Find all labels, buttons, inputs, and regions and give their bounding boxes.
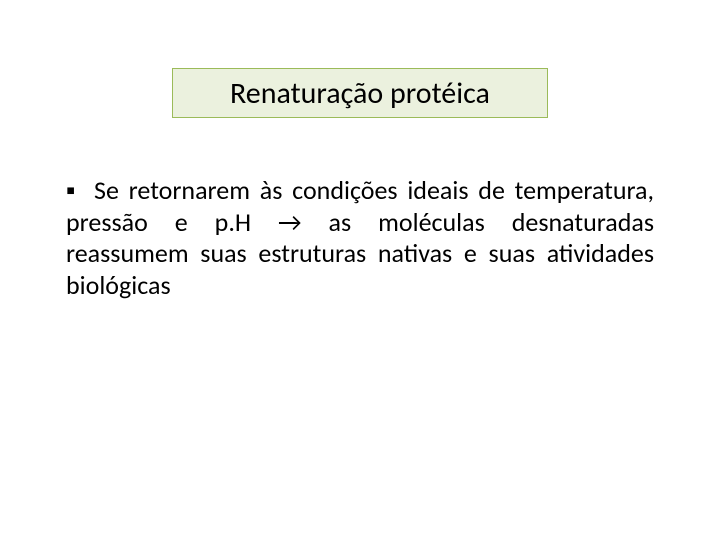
title-box: Renaturação protéica <box>172 68 548 118</box>
slide-title: Renaturação protéica <box>230 75 490 112</box>
bullet-icon: ▪ <box>66 175 94 207</box>
body-paragraph: ▪Se retornarem às condições ideais de te… <box>66 175 654 302</box>
body-text: Se retornarem às condições ideais de tem… <box>66 174 654 301</box>
